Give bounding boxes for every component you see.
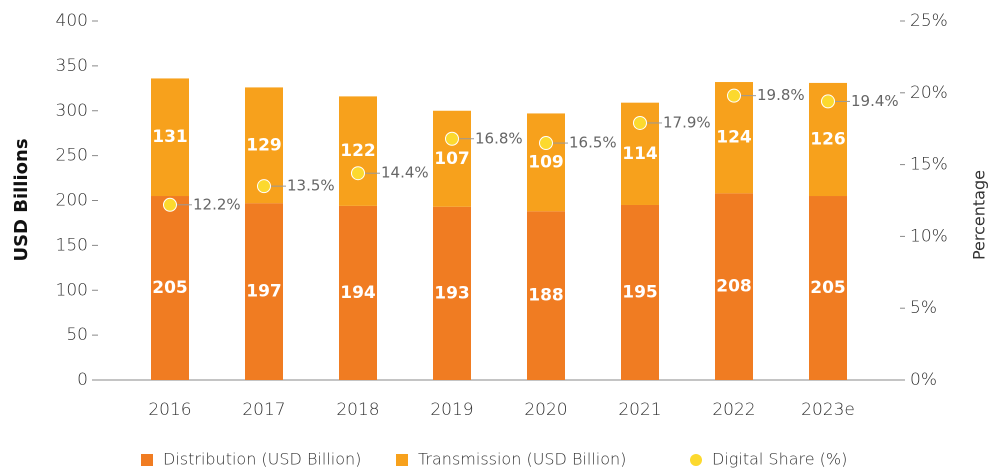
y-tick-label: 400 [56, 11, 88, 31]
bar-label: 197 [246, 282, 282, 302]
x-tick-label: 2016 [148, 400, 191, 420]
bar-label: 205 [810, 278, 846, 298]
bar-label: 131 [152, 127, 188, 147]
y-tick-label: 350 [56, 56, 88, 76]
bar-label: 126 [810, 129, 846, 149]
bar-segment [527, 211, 565, 380]
bar-label: 195 [622, 282, 658, 302]
y2-tick-label: 15% [910, 155, 948, 175]
point [163, 197, 177, 212]
point [821, 94, 835, 109]
y2-tick-label: 20% [910, 83, 948, 103]
bar-segment [433, 206, 471, 380]
bar-label: 129 [246, 135, 282, 155]
bar-label: 205 [152, 278, 188, 298]
y2-axis-title: Percentage [970, 170, 989, 260]
bar-label: 193 [434, 283, 470, 303]
legend-label: Transmission (USD Billion) [418, 450, 626, 469]
bar-label: 188 [528, 286, 564, 306]
bar-label: 208 [716, 277, 752, 297]
point-label: 17.9% [663, 113, 711, 131]
bar-segment [339, 205, 377, 380]
x-tick-label: 2022 [712, 400, 755, 420]
y2-tick-label: 25% [910, 11, 948, 31]
bar-segment [151, 196, 189, 380]
legend-label: Digital Share (%) [712, 450, 847, 469]
bar-label: 194 [340, 283, 376, 303]
y-tick-label: 50 [66, 325, 88, 345]
point [351, 166, 365, 181]
y-tick-label: 150 [56, 235, 88, 255]
point-label: 12.2% [193, 195, 241, 213]
x-tick-label: 2018 [336, 400, 379, 420]
legend-swatch [141, 454, 153, 466]
point-label: 16.5% [569, 134, 617, 152]
point-label: 19.4% [851, 92, 899, 110]
point-label: 13.5% [287, 177, 335, 195]
x-tick-label: 2019 [430, 400, 473, 420]
bar-label: 114 [622, 144, 658, 164]
x-tick-label: 2023e [801, 400, 855, 420]
point-label: 19.8% [757, 86, 805, 104]
x-tick-label: 2020 [524, 400, 567, 420]
y-axis-title: USD Billions [11, 138, 32, 261]
point [539, 136, 553, 151]
point-label: 16.8% [475, 129, 523, 147]
point-label: 14.4% [381, 164, 429, 182]
bar-segment [151, 78, 189, 197]
point [727, 88, 741, 103]
bar-segment [715, 193, 753, 380]
y-tick-label: 0 [77, 370, 88, 390]
bar-segment [245, 203, 283, 380]
bar-segment [433, 110, 471, 207]
y2-tick-label: 10% [910, 226, 948, 246]
y-tick-label: 300 [56, 101, 88, 121]
bar-segment [621, 204, 659, 380]
bar-label: 107 [434, 149, 470, 169]
x-tick-label: 2017 [242, 400, 285, 420]
bar-label: 124 [716, 128, 752, 148]
point [445, 131, 459, 146]
y-tick-label: 200 [56, 191, 88, 211]
bar-label: 122 [340, 141, 376, 161]
x-tick-label: 2021 [618, 400, 661, 420]
legend-swatch [690, 454, 702, 466]
bar-label: 109 [528, 152, 564, 172]
y2-tick-label: 0% [910, 370, 937, 390]
y2-tick-label: 5% [910, 298, 937, 318]
point [257, 179, 271, 194]
bar-segment [339, 96, 377, 206]
point [633, 115, 647, 130]
legend-label: Distribution (USD Billion) [163, 450, 361, 469]
bar-segment [527, 113, 565, 212]
y-tick-label: 100 [56, 280, 88, 300]
legend-swatch [396, 454, 408, 466]
y-tick-label: 250 [56, 146, 88, 166]
bar-segment [809, 196, 847, 380]
